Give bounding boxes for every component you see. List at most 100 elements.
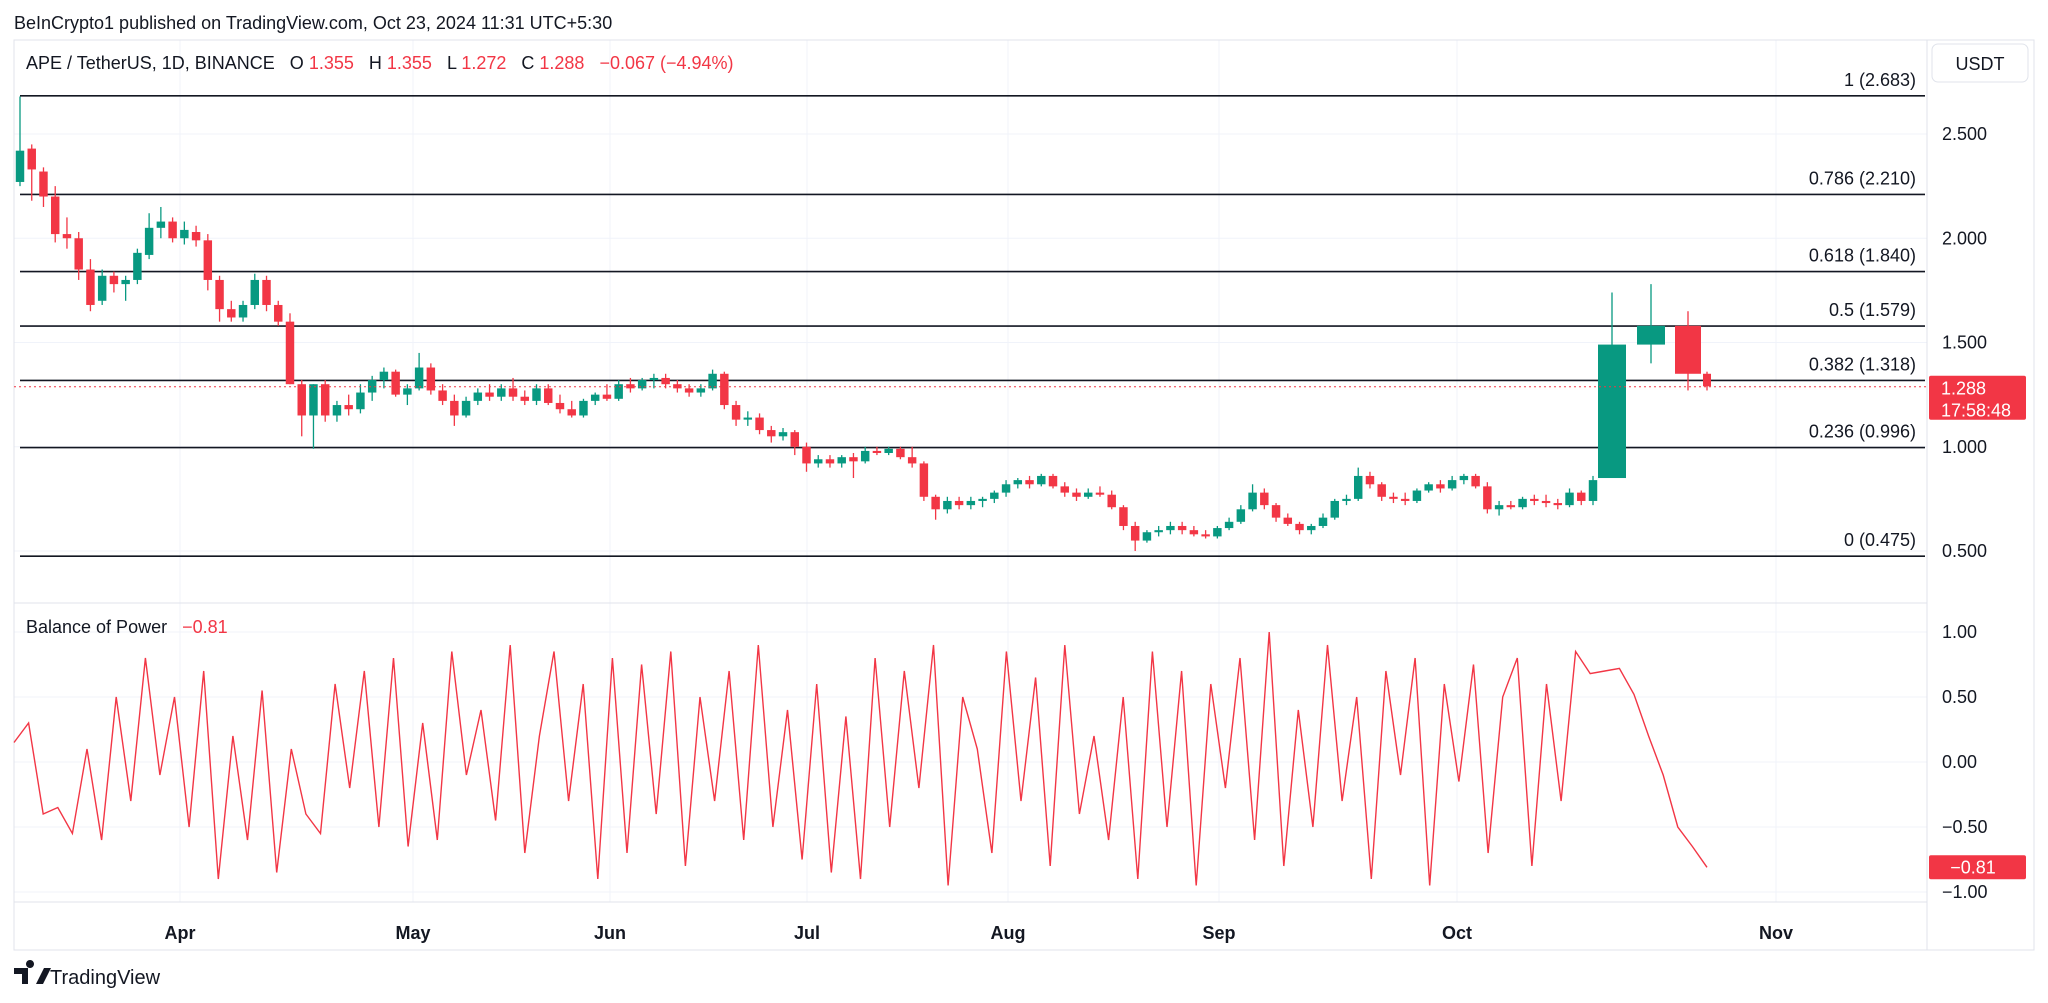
time-axis[interactable]: Apr May Jun Jul Aug Sep Oct Nov [165, 923, 1794, 943]
candle-body [1703, 373, 1711, 387]
candle-body [168, 221, 177, 239]
candle-body [743, 417, 753, 420]
candle-body [1013, 480, 1023, 485]
candle-body [1436, 484, 1445, 489]
candle-body [497, 388, 506, 397]
low-label: L [447, 53, 457, 73]
fib-level-label: 0.382 (1.318) [1809, 354, 1916, 374]
candle-body [1365, 475, 1375, 485]
fib-level-label: 0 (0.475) [1844, 530, 1916, 550]
candle-body [884, 448, 893, 454]
candle-body [109, 275, 119, 285]
candle-body [1447, 480, 1457, 489]
candle-body [532, 388, 541, 401]
candle-body [1318, 517, 1328, 526]
candle-body [97, 275, 107, 301]
candle-body [62, 234, 72, 239]
open-value: 1.355 [309, 53, 354, 73]
candle-body [1048, 475, 1058, 487]
time-tick-label: Oct [1442, 923, 1472, 943]
price-axis[interactable]: 2.500 2.000 1.500 1.000 0.500 [1942, 124, 1987, 561]
price-tick-label: 2.500 [1942, 124, 1987, 144]
candle-body [1189, 530, 1199, 535]
candle-body [450, 400, 459, 416]
fib-level-label: 0.236 (0.996) [1809, 422, 1916, 442]
candle-body [661, 377, 670, 385]
candle-body [1565, 492, 1574, 506]
candle-body [907, 457, 917, 464]
candle-body [414, 367, 424, 389]
candle-body [27, 148, 36, 170]
candle-body [215, 279, 224, 310]
candle-body [1224, 521, 1234, 529]
tradingview-logo-icon [14, 959, 51, 984]
indicator-legend[interactable]: Balance of Power −0.81 [26, 617, 228, 637]
candle-body [1471, 475, 1480, 487]
currency-label[interactable]: USDT [1956, 54, 2005, 74]
candle-body [367, 380, 377, 393]
candle-body [297, 384, 306, 416]
candle-body [309, 384, 318, 416]
candle-body [1459, 475, 1469, 481]
candle-body [1072, 492, 1081, 497]
candle-body [1095, 492, 1105, 495]
candle-body [1060, 486, 1069, 493]
candle-body [285, 321, 295, 385]
candle-body [567, 409, 576, 416]
candle-body [1283, 517, 1293, 524]
candle-body [1494, 505, 1504, 510]
candle-body [1236, 509, 1246, 522]
candlestick-series [15, 96, 1711, 551]
high-label: H [369, 53, 382, 73]
candle-body [1530, 498, 1539, 501]
candle-body [684, 388, 694, 393]
candle-body [614, 384, 623, 399]
candle-body [943, 500, 952, 510]
candle-body [332, 405, 342, 416]
candle-body [1377, 484, 1386, 497]
candle-body [1037, 475, 1046, 485]
candle-body [579, 400, 588, 416]
candle-body [1025, 480, 1034, 485]
fib-retracement[interactable]: 1 (2.683) 0.786 (2.210) 0.618 (1.840) 0.5 (… [20, 70, 1925, 558]
bop-tick-label: −0.50 [1942, 817, 1988, 837]
candle-body [461, 400, 471, 416]
fib-level-label: 1 (2.683) [1844, 70, 1916, 90]
candle-body [720, 373, 729, 406]
tradingview-logo[interactable]: TradingView [14, 959, 161, 989]
candle-body [180, 229, 189, 239]
candle-body [1107, 494, 1116, 508]
bop-axis[interactable]: 1.00 0.50 0.00 −0.50 −1.00 [1942, 622, 1988, 902]
candle-body [1424, 484, 1433, 491]
fib-level-label: 0.786 (2.210) [1809, 168, 1916, 188]
symbol-legend[interactable]: APE / TetherUS, 1D, BINANCE O 1.355 H 1.… [26, 53, 734, 73]
candle-body [802, 446, 811, 464]
bop-value: −0.81 [1950, 857, 1996, 877]
candle-body [1130, 525, 1140, 541]
currency-button[interactable]: USDT [1931, 43, 2029, 83]
candle-body [144, 227, 154, 255]
candle-body [485, 392, 494, 397]
candle-body [1553, 503, 1563, 506]
candle-body [966, 500, 976, 506]
candle-body [1400, 498, 1410, 501]
change-value: −0.067 (−4.94%) [599, 53, 733, 73]
candle-body [1588, 480, 1598, 501]
candle-body [1084, 492, 1093, 497]
candle-body [590, 394, 600, 401]
candle-body [191, 231, 201, 241]
candle-body [379, 371, 389, 381]
candle-body [344, 405, 353, 410]
bar-countdown: 17:58:48 [1941, 401, 2011, 421]
price-tick-label: 1.500 [1942, 333, 1987, 353]
time-tick-label: May [395, 923, 430, 943]
candle-body [931, 496, 940, 510]
indicator-name: Balance of Power [26, 617, 167, 637]
candle-body [1307, 525, 1316, 531]
bop-pane [13, 631, 1708, 886]
candle-body [1119, 507, 1128, 526]
candle-body [919, 463, 929, 497]
candle-body [778, 432, 788, 437]
candle-body [1271, 505, 1281, 518]
